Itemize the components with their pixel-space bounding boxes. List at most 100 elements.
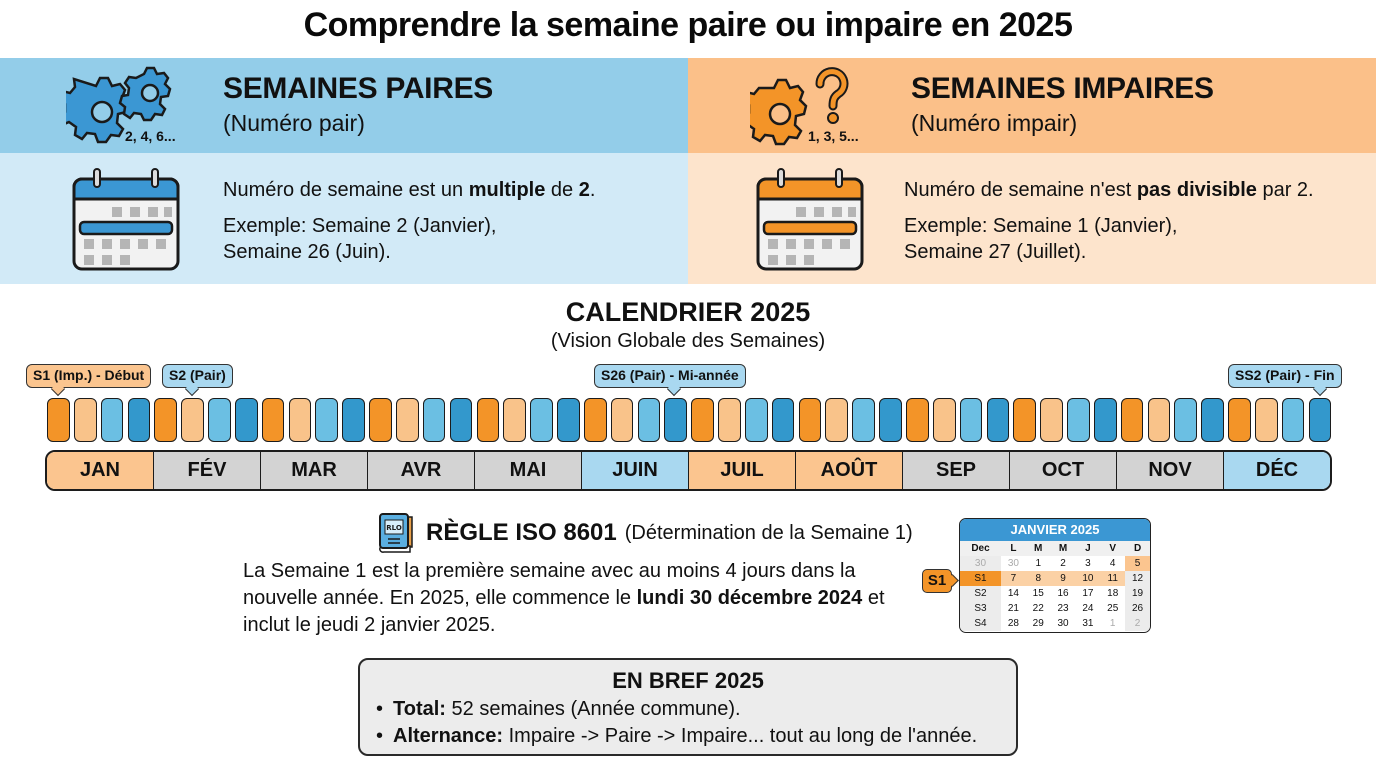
mini-calendar-day-cell: 10	[1075, 571, 1101, 586]
week-bar	[664, 398, 688, 442]
mini-calendar-day-cell: 3	[1085, 558, 1091, 569]
mini-calendar-day-cell: 25	[1107, 603, 1119, 614]
week-bar	[47, 398, 70, 442]
calendar-odd-icon	[756, 168, 864, 271]
mini-calendar-day-cell: 8	[1025, 571, 1051, 586]
week-bar	[583, 398, 607, 442]
january-mini-calendar: JANVIER 2025 Dec L M M J V D 30 30 1 2 3 4 5 S1 7 8 9 10 11…	[959, 518, 1151, 633]
mini-calendar-week-cell: S4	[960, 616, 1001, 631]
mini-calendar-day-cell: 5	[1125, 556, 1150, 571]
mini-calendar-day-cell: 30	[1007, 558, 1019, 569]
month-cell: AVR	[368, 452, 475, 489]
mini-calendar-header: M	[1050, 541, 1076, 556]
mini-calendar-day-cell: 15	[1032, 588, 1044, 599]
week-bar	[234, 398, 258, 442]
even-numbers-label: 2, 4, 6...	[125, 128, 176, 144]
callout-week-2: S2 (Pair)	[162, 364, 233, 397]
gear-question-icon	[750, 67, 849, 146]
mini-calendar-week-cell: S1	[960, 571, 1001, 586]
week-bar	[315, 398, 339, 442]
odd-example: Exemple: Semaine 1 (Janvier), Semaine 27 …	[904, 215, 1178, 263]
week-bar	[932, 398, 956, 442]
week-bar	[825, 398, 849, 442]
week-bar	[530, 398, 553, 442]
mini-calendar-day-cell: 18	[1107, 588, 1119, 599]
week-bar	[261, 398, 285, 442]
month-cell: NOV	[1117, 452, 1224, 489]
mini-calendar-title: JANVIER 2025	[960, 519, 1150, 541]
week-bar	[1228, 398, 1251, 442]
month-cell: JAN	[47, 452, 154, 489]
week-bar	[1147, 398, 1171, 442]
mini-calendar-day-cell: 2	[1060, 558, 1066, 569]
mini-calendar-header: M	[1025, 541, 1051, 556]
week-bar	[852, 398, 875, 442]
week-bars	[47, 398, 1332, 442]
svg-text:RLO: RLO	[386, 524, 402, 532]
page-title: Comprendre la semaine paire ou impaire e…	[303, 6, 1073, 44]
week-bar	[395, 398, 419, 442]
week-bar	[906, 398, 929, 442]
week-bar	[1013, 398, 1037, 442]
week-bar	[73, 398, 97, 442]
week-bar	[637, 398, 661, 442]
month-cell: JUIL	[689, 452, 796, 489]
even-description-band: Numéro de semaine est un multiple de 2. …	[0, 153, 688, 284]
mini-calendar-day-cell: 22	[1032, 603, 1044, 614]
mini-calendar-day-cell: 4	[1109, 558, 1116, 569]
month-cell: DÉC	[1224, 452, 1330, 489]
mini-calendar-day-cell: 7	[1000, 571, 1026, 586]
mini-calendar-day-cell: 14	[1007, 588, 1019, 599]
mini-calendar-day-cell: 1	[1035, 558, 1041, 569]
week-bar	[1040, 398, 1063, 442]
mini-calendar-day-cell: 16	[1057, 588, 1069, 599]
week-bar	[342, 398, 365, 442]
week-bar	[288, 398, 312, 442]
week-bar	[181, 398, 204, 442]
mini-calendar-header: V	[1100, 541, 1126, 556]
mini-calendar-day-cell: 11	[1100, 571, 1126, 586]
mini-calendar-day-cell: 28	[1007, 618, 1019, 629]
mini-calendar-day-cell: 24	[1082, 603, 1094, 614]
month-cell: AOÛT	[796, 452, 903, 489]
callout-week-52: SS2 (Pair) - Fin	[1228, 364, 1342, 397]
mini-calendar-day-cell: 17	[1082, 588, 1094, 599]
summary-title: EN BREF 2025	[612, 668, 764, 693]
week-bar	[208, 398, 231, 442]
iso-rule-text: La Semaine 1 est la première semaine ave…	[243, 560, 885, 636]
week-bar	[1254, 398, 1278, 442]
mini-calendar-day-cell: 12	[1125, 571, 1150, 586]
mini-calendar-day-cell: 9	[1050, 571, 1076, 586]
mini-calendar-day-cell: 19	[1125, 586, 1150, 601]
calendar-title: CALENDRIER 2025	[565, 297, 811, 327]
mini-calendar-header: J	[1075, 541, 1101, 556]
week-bar	[610, 398, 634, 442]
week-bar	[1120, 398, 1144, 442]
mini-calendar-day-cell: 31	[1082, 618, 1094, 629]
month-cell: MAI	[475, 452, 582, 489]
week-bar	[1281, 398, 1305, 442]
week-bar	[798, 398, 822, 442]
odd-subheading: (Numéro impair)	[911, 110, 1078, 136]
mini-calendar-day-cell: 29	[1032, 618, 1044, 629]
iso-subtitle: (Détermination de la Semaine 1)	[624, 521, 913, 544]
even-example: Exemple: Semaine 2 (Janvier), Semaine 26 …	[223, 215, 497, 263]
mini-calendar-week-cell: S3	[960, 601, 1001, 616]
summary-item-alternance: Alternance: Impaire -> Paire -> Impaire.…	[376, 723, 1016, 750]
week-bar	[1067, 398, 1090, 442]
iso-title: RÈGLE ISO 8601	[426, 519, 617, 546]
week-bar	[503, 398, 526, 442]
week-bar	[986, 398, 1010, 442]
week-bar	[718, 398, 741, 442]
mini-calendar-day-cell: 1	[1109, 618, 1116, 629]
week-bar	[1093, 398, 1117, 442]
week-bar	[1308, 398, 1332, 442]
week-bar	[127, 398, 151, 442]
week-bar	[744, 398, 768, 442]
week-bar	[771, 398, 795, 442]
month-cell: MAR	[261, 452, 368, 489]
week-1-tag: S1	[922, 569, 959, 593]
summary-box: EN BREF 2025 Total: 52 semaines (Année c…	[358, 658, 1018, 756]
odd-rule: Numéro de semaine n'est pas divisible pa…	[904, 179, 1314, 201]
week-bar	[879, 398, 902, 442]
